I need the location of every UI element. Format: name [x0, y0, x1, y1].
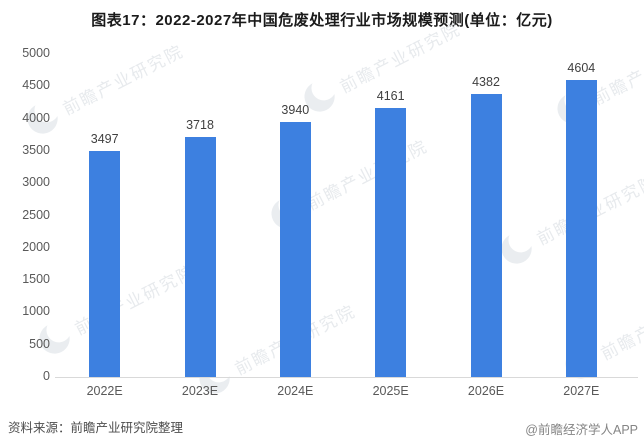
y-axis-tick-label: 0	[43, 369, 50, 383]
bar	[184, 136, 216, 377]
y-axis-tick-label: 2000	[22, 239, 50, 254]
y-axis-tick-label: 3500	[22, 142, 50, 157]
x-axis-tick-label: 2027E	[563, 384, 600, 398]
credit-note: @前瞻经济学人APP	[525, 423, 638, 437]
bar	[279, 122, 311, 377]
y-axis-tick-label: 4000	[22, 110, 50, 125]
x-axis-tick-label: 2025E	[372, 384, 409, 398]
y-axis-tick-label: 1500	[22, 272, 50, 287]
y-axis-tick-label: 500	[29, 336, 50, 351]
bar	[89, 151, 121, 377]
x-axis-tick-label: 2022E	[86, 384, 123, 398]
bar-value-label: 3718	[186, 117, 214, 132]
y-axis-tick-label: 3000	[22, 175, 50, 190]
bar-value-label: 3940	[281, 103, 310, 118]
bar	[375, 108, 407, 377]
bar-value-label: 4604	[567, 60, 596, 75]
x-axis-tick-label: 2026E	[467, 384, 505, 398]
bar-value-label: 4382	[472, 74, 500, 89]
y-axis-tick-label: 5000	[22, 46, 50, 60]
y-axis-tick-label: 1000	[22, 304, 50, 319]
bar-value-label: 3497	[90, 132, 119, 147]
y-axis-tick-label: 2500	[22, 207, 50, 222]
source-note: 资料来源：前瞻产业研究院整理	[8, 421, 184, 435]
bar	[470, 93, 502, 377]
x-axis-line	[55, 377, 638, 378]
x-axis-tick-label: 2023E	[181, 384, 219, 398]
chart-title: 图表17：2022-2027年中国危废处理行业市场规模预测(单位：亿元)	[91, 12, 553, 29]
bar	[565, 79, 597, 377]
bar-value-label: 4161	[376, 89, 405, 104]
x-axis-tick-label: 2024E	[277, 384, 314, 398]
plot-area: 3497 3718 3940 4161 4382 4604	[57, 54, 629, 377]
y-axis-tick-label: 4500	[22, 78, 50, 93]
